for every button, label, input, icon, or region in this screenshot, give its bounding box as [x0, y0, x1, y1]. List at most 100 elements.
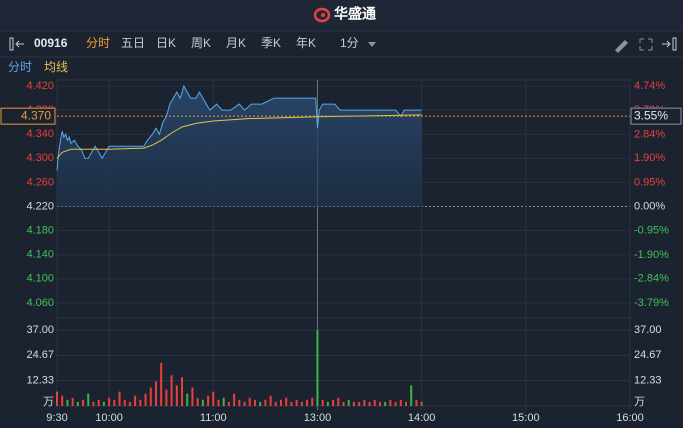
- volume-bar: [61, 395, 64, 406]
- period-tab[interactable]: 分时: [86, 36, 110, 50]
- y2-tick-label: 0.00%: [634, 201, 665, 213]
- volume-bar: [56, 391, 58, 406]
- y-tick-label: 4.220: [26, 200, 54, 212]
- y-tick-label-right: 37.00: [634, 324, 662, 336]
- volume-bar: [342, 401, 345, 406]
- exit-icon[interactable]: [9, 37, 24, 51]
- volume-bar: [154, 381, 157, 406]
- y-tick-label-right: 万: [634, 396, 645, 408]
- volume-bar: [128, 401, 131, 406]
- volume-bar: [134, 395, 137, 406]
- volume-bar: [405, 401, 408, 406]
- volume-bar: [326, 401, 329, 406]
- legend-price: 分时: [8, 60, 32, 74]
- volume-bar: [71, 397, 74, 406]
- stock-code: 00916: [34, 36, 68, 50]
- y-tick-label: 4.260: [26, 176, 54, 188]
- volume-bar: [248, 397, 251, 406]
- volume-bar: [227, 401, 230, 406]
- volume-bar: [113, 399, 116, 406]
- y-tick-label-right: 12.33: [634, 375, 662, 387]
- volume-bar: [186, 393, 189, 406]
- volume-bar: [290, 401, 293, 406]
- volume-bar: [201, 399, 204, 406]
- y2-tick-label: 2.84%: [634, 128, 665, 140]
- volume-bar: [207, 395, 210, 406]
- volume-bar: [285, 397, 288, 406]
- volume-bar: [311, 397, 314, 406]
- y2-tick-label: -2.84%: [634, 273, 669, 285]
- y2-tick-label: -1.90%: [634, 249, 669, 261]
- period-tab[interactable]: 季K: [261, 36, 281, 50]
- y2-tick-label: 0.95%: [634, 176, 665, 188]
- y-tick-label-right: 24.67: [634, 349, 662, 361]
- volume-bar: [269, 395, 272, 406]
- volume-bar: [144, 393, 147, 406]
- interval-select[interactable]: 1分: [340, 36, 359, 50]
- volume-bar: [118, 391, 121, 406]
- volume-bar: [165, 389, 168, 406]
- x-tick-label: 16:00: [616, 412, 644, 424]
- y-tick-label: 4.300: [26, 152, 54, 164]
- y-tick-label: 37.00: [26, 324, 54, 336]
- y-tick-label: 4.100: [26, 273, 54, 285]
- volume-bar: [321, 399, 324, 406]
- y2-tick-label: 1.90%: [634, 152, 665, 164]
- volume-bar: [170, 375, 173, 406]
- top-bar: [0, 0, 683, 30]
- volume-bar: [175, 385, 178, 406]
- y-tick-label: 12.33: [26, 375, 54, 387]
- change-box: [630, 107, 682, 125]
- volume-bar: [191, 387, 194, 406]
- x-tick-label: 11:00: [200, 412, 227, 424]
- volume-bar: [102, 401, 105, 406]
- logo-icon: [313, 7, 331, 23]
- volume-bar: [66, 399, 69, 406]
- volume-bar: [279, 399, 282, 406]
- volume-bar: [410, 385, 413, 406]
- volume-bar: [347, 399, 350, 406]
- period-tab[interactable]: 月K: [226, 36, 246, 50]
- volume-bar: [394, 401, 397, 406]
- period-tab[interactable]: 五日: [121, 36, 145, 50]
- volume-bar: [212, 391, 215, 406]
- x-tick-label: 14:00: [408, 412, 436, 424]
- volume-bar: [358, 401, 361, 406]
- volume-bar: [384, 401, 387, 406]
- volume-bar: [295, 399, 298, 406]
- volume-bar: [76, 401, 79, 406]
- volume-bar: [238, 399, 241, 406]
- volume-bar: [123, 399, 126, 406]
- dropdown-arrow[interactable]: [368, 42, 376, 47]
- volume-bar: [373, 399, 376, 406]
- volume-bar: [368, 401, 371, 406]
- last-price-label: 4.370: [21, 108, 51, 122]
- volume-bar: [97, 399, 100, 406]
- period-tab[interactable]: 周K: [191, 36, 211, 50]
- volume-bar: [274, 401, 277, 406]
- volume-bar: [82, 399, 85, 406]
- period-tab[interactable]: 日K: [156, 36, 176, 50]
- volume-bar: [389, 399, 392, 406]
- y2-tick-label: -0.95%: [634, 225, 669, 237]
- volume-bar: [332, 399, 335, 406]
- volume-bar: [92, 401, 95, 406]
- volume-bar: [420, 401, 423, 406]
- average-line: [56, 114, 422, 159]
- draw-icon[interactable]: [615, 40, 628, 53]
- volume-bar: [363, 399, 366, 406]
- volume-bar: [337, 397, 340, 406]
- legend-average: 均线: [44, 60, 68, 74]
- period-tab[interactable]: 年K: [296, 36, 316, 50]
- volume-bar: [378, 401, 381, 406]
- volume-bar: [217, 399, 220, 406]
- volume-bar: [306, 399, 309, 406]
- volume-bar: [243, 401, 246, 406]
- y2-tick-label: 4.74%: [634, 80, 665, 92]
- expand-icon[interactable]: [662, 37, 677, 51]
- fullscreen-icon[interactable]: [639, 38, 653, 51]
- y-tick-label: 万: [43, 396, 54, 408]
- volume-bar: [139, 399, 142, 406]
- volume-bar: [222, 397, 225, 406]
